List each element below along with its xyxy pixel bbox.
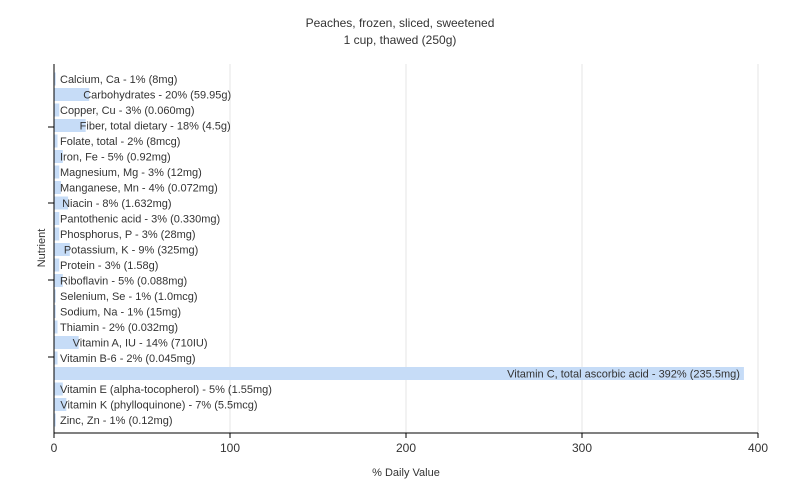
bar-label-17: Vitamin A, IU - 14% (710IU) xyxy=(73,338,208,350)
bar-0 xyxy=(54,72,56,86)
bar-4 xyxy=(54,134,58,148)
bar-label-9: Pantothenic acid - 3% (0.330mg) xyxy=(60,214,220,226)
bars xyxy=(54,72,744,427)
x-tick-label-300: 300 xyxy=(572,441,592,455)
bar-label-22: Zinc, Zn - 1% (0.12mg) xyxy=(60,415,172,427)
bar-label-5: Iron, Fe - 5% (0.92mg) xyxy=(60,152,171,164)
x-tick-label-400: 400 xyxy=(748,441,768,455)
bar-label-8: Niacin - 8% (1.632mg) xyxy=(62,198,171,210)
bar-label-13: Riboflavin - 5% (0.088mg) xyxy=(60,276,187,288)
bar-label-20: Vitamin E (alpha-tocopherol) - 5% (1.55m… xyxy=(60,384,272,396)
bar-label-12: Protein - 3% (1.58g) xyxy=(60,260,158,272)
bar-label-4: Folate, total - 2% (8mcg) xyxy=(60,136,180,148)
x-tick-label-100: 100 xyxy=(220,441,240,455)
bar-label-11: Potassium, K - 9% (325mg) xyxy=(64,245,199,257)
bar-label-2: Copper, Cu - 3% (0.060mg) xyxy=(60,105,195,117)
bar-8 xyxy=(54,196,69,210)
x-tick-label-0: 0 xyxy=(51,441,58,455)
bar-label-3: Fiber, total dietary - 18% (4.5g) xyxy=(80,121,231,133)
bar-label-21: Vitamin K (phylloquinone) - 7% (5.5mcg) xyxy=(60,400,257,412)
bar-label-7: Manganese, Mn - 4% (0.072mg) xyxy=(60,183,218,195)
bar-21 xyxy=(54,398,67,411)
bar-9 xyxy=(54,212,60,225)
bar-label-6: Magnesium, Mg - 3% (12mg) xyxy=(60,167,202,179)
bar-label-16: Thiamin - 2% (0.032mg) xyxy=(60,322,178,334)
bar-13 xyxy=(54,274,63,287)
bar-label-18: Vitamin B-6 - 2% (0.045mg) xyxy=(60,353,196,365)
bar-6 xyxy=(54,165,60,179)
bar-12 xyxy=(54,258,60,272)
bar-2 xyxy=(54,103,60,117)
bar-18 xyxy=(54,351,58,365)
bar-7 xyxy=(54,181,62,194)
bar-11 xyxy=(54,243,70,256)
bar-22 xyxy=(54,413,56,427)
plot-area: Calcium, Ca - 1% (8mg) Carbohydrates - 20… xyxy=(48,64,768,455)
bar-3 xyxy=(54,119,86,132)
chart-title: Peaches, frozen, sliced, sweetened xyxy=(306,16,495,30)
bar-label-15: Sodium, Na - 1% (15mg) xyxy=(60,307,181,319)
chart-subtitle: 1 cup, thawed (250g) xyxy=(344,33,457,47)
x-tick-label-200: 200 xyxy=(396,441,416,455)
bar-19 xyxy=(54,367,744,380)
bar-16 xyxy=(54,320,58,334)
bar-label-19: Vitamin C, total ascorbic acid - 392% (2… xyxy=(507,369,740,381)
bar-label-1: Carbohydrates - 20% (59.95g) xyxy=(83,90,231,102)
bar-15 xyxy=(54,305,56,318)
bar-17 xyxy=(54,336,79,349)
bar-labels: Calcium, Ca - 1% (8mg) Carbohydrates - 20… xyxy=(60,74,740,427)
bar-1 xyxy=(54,88,90,101)
bar-20 xyxy=(54,382,63,396)
bar-label-14: Selenium, Se - 1% (1.0mcg) xyxy=(60,291,198,303)
x-axis-ticks: 0 100 200 300 400 xyxy=(51,433,768,455)
x-axis-title: % Daily Value xyxy=(372,467,440,479)
bar-label-10: Phosphorus, P - 3% (28mg) xyxy=(60,229,196,241)
bar-5 xyxy=(54,150,63,163)
y-axis-title: Nutrient xyxy=(36,229,48,268)
bar-label-0: Calcium, Ca - 1% (8mg) xyxy=(60,74,177,86)
bar-14 xyxy=(54,289,56,303)
bar-10 xyxy=(54,227,60,241)
